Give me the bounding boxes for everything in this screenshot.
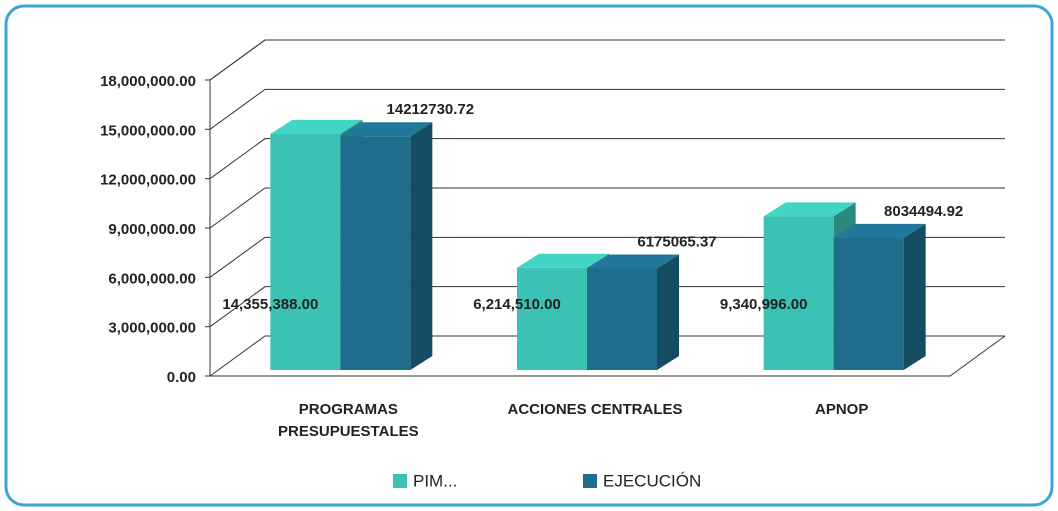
legend-label: EJECUCIÓN — [603, 471, 701, 490]
grid-line — [209, 88, 1005, 130]
bar-side — [410, 122, 433, 370]
value-label: 6,214,510.00 — [473, 296, 561, 313]
bar — [833, 223, 926, 370]
y-tick-label: 12,000,000.00 — [100, 172, 196, 189]
value-label: 9,340,996.00 — [720, 296, 808, 313]
x-tick-label: ACCIONES CENTRALES — [507, 401, 682, 418]
bar-top — [833, 223, 926, 238]
value-label: 6175065.37 — [637, 233, 716, 250]
y-tick-label: 3,000,000.00 — [108, 320, 196, 337]
grid-line — [209, 39, 1005, 81]
bar-front — [763, 216, 834, 370]
bar — [587, 254, 679, 370]
grid-line — [209, 236, 1005, 278]
bar-top — [763, 202, 856, 217]
bar-top — [270, 119, 363, 134]
legend-swatch — [393, 474, 407, 488]
value-label: 8034494.92 — [884, 203, 963, 220]
x-tick-label: PROGRAMAS PRESUPUESTALES — [278, 401, 419, 440]
bar-top — [517, 253, 609, 268]
floor — [210, 335, 1006, 377]
grid-line — [209, 187, 1005, 229]
legend-label: PIM... — [413, 471, 457, 490]
bar-side — [657, 254, 679, 370]
y-tick-label: 6,000,000.00 — [108, 270, 196, 287]
grid-line — [209, 286, 1005, 328]
legend-swatch — [583, 474, 597, 488]
y-tick-label: 0.00 — [167, 369, 196, 386]
y-tick-label: 18,000,000.00 — [100, 73, 196, 90]
y-tick-label: 9,000,000.00 — [108, 221, 196, 238]
bar-front — [270, 133, 341, 370]
bar — [340, 122, 433, 370]
bar-front — [340, 136, 411, 370]
value-label: 14,355,388.00 — [222, 296, 318, 313]
bar-front — [587, 268, 657, 370]
grid-line — [209, 335, 1005, 377]
value-label: 14212730.72 — [387, 101, 475, 118]
x-tick-label: APNOP — [815, 401, 868, 418]
bar-top — [340, 122, 433, 137]
bar-front — [833, 237, 904, 370]
bar-side — [903, 223, 926, 370]
chart-border — [4, 4, 1054, 507]
bar-top — [587, 254, 679, 269]
bar-front — [517, 267, 587, 370]
y-tick-label: 15,000,000.00 — [100, 122, 196, 139]
grid-line — [209, 138, 1005, 180]
